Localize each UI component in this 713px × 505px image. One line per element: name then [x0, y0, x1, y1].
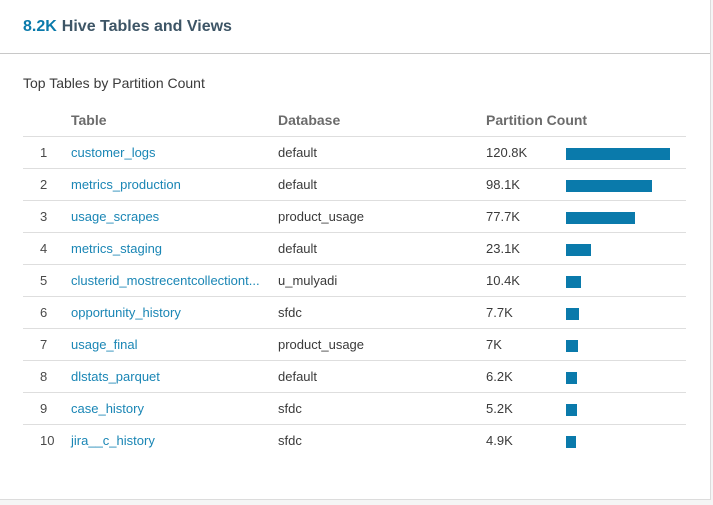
row-partition-count: 4.9K — [486, 433, 513, 448]
row-partition-count: 7.7K — [486, 296, 566, 329]
row-partition-count: 98.1K — [486, 168, 566, 201]
table-link[interactable]: metrics_staging — [71, 241, 163, 256]
row-partition-count: 23.1K — [486, 232, 566, 265]
table-link[interactable]: dlstats_parquet — [71, 369, 160, 384]
partition-bar — [566, 371, 577, 384]
row-rank: 2 — [23, 168, 71, 201]
panel-header: 8.2K Hive Tables and Views — [0, 0, 710, 54]
row-partition-count: 5.2K — [486, 392, 566, 425]
row-database: sfdc — [278, 296, 486, 329]
partition-bar — [566, 211, 635, 224]
table-row: 4 metrics_staging default 23.1K — [23, 232, 686, 265]
row-partition-count: 6.2K — [486, 360, 566, 393]
table-row: 1 customer_logs default 120.8K — [23, 136, 686, 169]
partition-bar — [566, 275, 581, 288]
row-database: sfdc — [278, 433, 302, 448]
col-database: Database — [278, 104, 486, 137]
row-partition-count: 7K — [486, 328, 566, 361]
tables-count[interactable]: 8.2K — [23, 17, 57, 35]
row-rank: 9 — [23, 392, 71, 425]
row-rank: 6 — [23, 296, 71, 329]
table-row: 9 case_history sfdc 5.2K — [23, 392, 686, 425]
partition-bar — [566, 243, 591, 256]
row-database: default — [278, 360, 486, 393]
row-rank: 1 — [23, 136, 71, 169]
partition-table: Table Database Partition Count 1 custome… — [23, 104, 686, 456]
table-link[interactable]: metrics_production — [71, 177, 181, 192]
row-database: default — [278, 168, 486, 201]
table-row: 8 dlstats_parquet default 6.2K — [23, 360, 686, 393]
section-subtitle: Top Tables by Partition Count — [23, 75, 205, 91]
table-link[interactable]: case_history — [71, 401, 144, 416]
table-header-row: Table Database Partition Count — [23, 104, 686, 137]
table-row: 10 jira__c_history sfdc 4.9K — [23, 425, 686, 457]
table-row: 6 opportunity_history sfdc 7.7K — [23, 296, 686, 329]
table-link[interactable]: jira__c_history — [71, 433, 155, 448]
row-partition-count: 120.8K — [486, 136, 566, 169]
table-link[interactable]: usage_final — [71, 337, 138, 352]
table-row: 3 usage_scrapes product_usage 77.7K — [23, 200, 686, 233]
row-rank: 8 — [23, 360, 71, 393]
row-rank: 5 — [23, 264, 71, 297]
col-table: Table — [71, 104, 278, 137]
partition-bar — [566, 435, 576, 448]
partition-bar — [566, 403, 577, 416]
table-link[interactable]: customer_logs — [71, 145, 156, 160]
row-database: u_mulyadi — [278, 264, 486, 297]
partition-bar — [566, 179, 652, 192]
table-link[interactable]: opportunity_history — [71, 305, 181, 320]
partition-bar — [566, 147, 670, 160]
row-database: default — [278, 232, 486, 265]
panel-title: Hive Tables and Views — [61, 17, 232, 35]
partition-bar — [566, 307, 579, 320]
row-database: product_usage — [278, 328, 486, 361]
row-database: sfdc — [278, 392, 486, 425]
col-partition-count: Partition Count — [486, 104, 686, 137]
table-row: 7 usage_final product_usage 7K — [23, 328, 686, 361]
row-rank: 10 — [40, 433, 55, 448]
row-database: product_usage — [278, 200, 486, 233]
table-row: 2 metrics_production default 98.1K — [23, 168, 686, 201]
row-partition-count: 10.4K — [486, 264, 566, 297]
row-database: default — [278, 136, 486, 169]
table-link[interactable]: clusterid_mostrecentcollectiont... — [71, 273, 260, 288]
partition-bar — [566, 339, 578, 352]
row-partition-count: 77.7K — [486, 200, 566, 233]
col-rank — [23, 104, 71, 137]
table-link[interactable]: usage_scrapes — [71, 209, 160, 224]
row-rank: 3 — [23, 200, 71, 233]
table-row: 5 clusterid_mostrecentcollectiont... u_m… — [23, 264, 686, 297]
row-rank: 4 — [23, 232, 71, 265]
row-rank: 7 — [23, 328, 71, 361]
